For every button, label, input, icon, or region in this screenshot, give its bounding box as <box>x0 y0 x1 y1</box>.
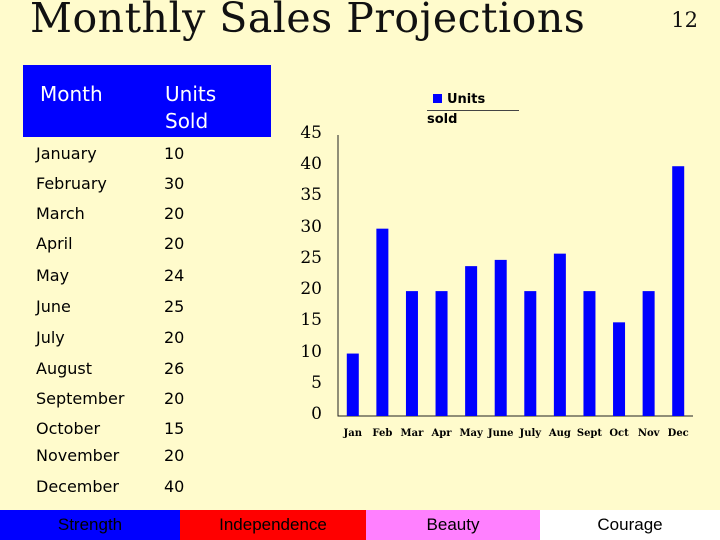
table-cell-month: December <box>36 477 119 496</box>
bar-jan <box>346 353 359 416</box>
bar-mar <box>405 291 418 416</box>
table-row: November 20 <box>36 446 276 470</box>
bar-feb <box>376 228 389 416</box>
table-row: January 10 <box>36 144 276 168</box>
x-tick-label: Dec <box>668 428 689 439</box>
table-row: July 20 <box>36 328 276 352</box>
bar-may <box>465 266 478 416</box>
bar-nov <box>642 291 655 416</box>
x-tick-label: Apr <box>431 428 453 439</box>
y-tick-label: 10 <box>300 341 322 362</box>
bar-aug <box>553 253 566 416</box>
table-cell-units: 25 <box>164 297 185 316</box>
table-cell-month: January <box>36 144 97 163</box>
table-cell-month: February <box>36 174 107 193</box>
y-tick-label: 5 <box>311 372 322 393</box>
table-row: April 20 <box>36 234 276 258</box>
x-tick-label: May <box>459 428 484 439</box>
x-tick-label: Feb <box>372 428 392 439</box>
x-tick-label: Sept <box>577 428 603 439</box>
bar-june <box>494 259 507 416</box>
chart-legend: Units sold <box>427 90 519 127</box>
table-row: February 30 <box>36 174 276 198</box>
table-row: September 20 <box>36 389 276 413</box>
table-cell-month: October <box>36 419 101 438</box>
footer-bar: Strength Independence Beauty Courage <box>0 510 720 540</box>
table-cell-units: 24 <box>164 266 185 285</box>
legend-swatch <box>433 94 442 103</box>
legend-label: Units sold <box>427 92 486 127</box>
y-tick-label: 20 <box>300 279 322 300</box>
table-cell-month: March <box>36 204 85 223</box>
table-cell-month: May <box>36 266 70 285</box>
y-tick-label: 40 <box>300 154 322 175</box>
slide-title: Monthly Sales Projections <box>30 0 586 42</box>
table-row: October 15 <box>36 419 276 443</box>
footer-independence: Independence <box>180 510 366 540</box>
table-cell-month: April <box>36 234 73 253</box>
bar-sept <box>583 291 596 416</box>
x-tick-label: July <box>518 428 542 439</box>
table-cell-units: 20 <box>164 204 185 223</box>
y-tick-label: 25 <box>300 247 322 268</box>
x-tick-label: Nov <box>638 428 661 439</box>
table-header-units-sold: Units Sold <box>165 82 217 133</box>
bar-apr <box>435 291 448 416</box>
y-tick-label: 30 <box>300 216 322 237</box>
table-cell-units: 10 <box>164 144 185 163</box>
y-tick-label: 0 <box>311 404 322 424</box>
bar-july <box>524 291 537 416</box>
x-tick-label: Mar <box>401 428 425 439</box>
x-tick-label: Oct <box>609 428 629 439</box>
table-row: March 20 <box>36 204 276 228</box>
table-cell-units: 26 <box>164 359 185 378</box>
y-tick-label: 35 <box>300 185 322 206</box>
axis-lines <box>337 135 693 417</box>
footer-strength: Strength <box>0 510 180 540</box>
bar-dec <box>672 166 685 416</box>
table-cell-units: 15 <box>164 419 185 438</box>
table-row: December 40 <box>36 477 276 501</box>
table-cell-units: 20 <box>164 234 185 253</box>
table-cell-units: 40 <box>164 477 185 496</box>
table-cell-month: November <box>36 446 120 465</box>
table-cell-units: 30 <box>164 174 185 193</box>
table-cell-units: 20 <box>164 389 185 408</box>
x-tick-label: Jan <box>343 428 363 439</box>
slide-number: 12 <box>671 8 698 32</box>
y-tick-label: 15 <box>300 310 322 331</box>
table-header-month: Month <box>40 82 103 106</box>
x-tick-label: Aug <box>548 428 571 439</box>
table-cell-month: September <box>36 389 125 408</box>
table-cell-units: 20 <box>164 328 185 347</box>
footer-beauty: Beauty <box>366 510 540 540</box>
table-header: Month Units Sold <box>23 65 271 137</box>
x-tick-label: June <box>487 428 514 439</box>
table-cell-month: August <box>36 359 92 378</box>
table-row: May 24 <box>36 266 276 290</box>
footer-courage: Courage <box>540 510 720 540</box>
y-tick-label: 45 <box>300 123 322 143</box>
table-row: June 25 <box>36 297 276 321</box>
table-cell-month: July <box>36 328 65 347</box>
bar-oct <box>613 322 626 416</box>
table-cell-month: June <box>36 297 71 316</box>
table-cell-units: 20 <box>164 446 185 465</box>
table-row: August 26 <box>36 359 276 383</box>
